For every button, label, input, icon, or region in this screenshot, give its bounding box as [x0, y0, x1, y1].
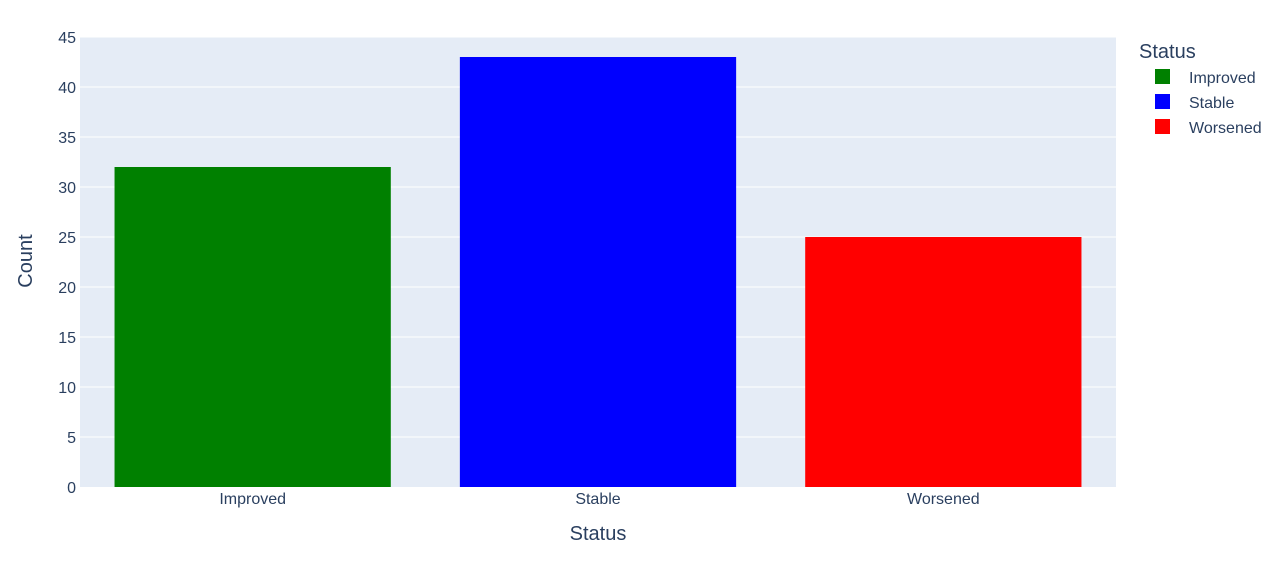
legend-item-label: Improved: [1189, 70, 1256, 87]
legend-swatch: [1155, 94, 1170, 109]
legend-swatch: [1155, 69, 1170, 84]
y-axis-title: Count: [15, 234, 37, 288]
legend-item-label: Worsened: [1189, 120, 1262, 137]
y-tick-label: 40: [58, 80, 76, 97]
legend-swatch: [1155, 119, 1170, 134]
y-tick-label: 5: [67, 430, 76, 447]
y-tick-label: 10: [58, 380, 76, 397]
y-tick-label: 20: [58, 280, 76, 297]
y-tick-label: 15: [58, 330, 76, 347]
legend-item-label: Stable: [1189, 95, 1234, 112]
x-tick-label: Worsened: [907, 491, 980, 508]
y-tick-label: 35: [58, 130, 76, 147]
y-tick-label: 30: [58, 180, 76, 197]
bars: [114, 57, 1082, 487]
y-tick-label: 25: [58, 230, 76, 247]
x-axis-ticks: Improved Stable Worsened: [219, 491, 979, 508]
bar-improved: [114, 167, 391, 487]
legend-title: Status: [1139, 41, 1196, 63]
x-tick-label: Stable: [575, 491, 620, 508]
legend: Status Improved Stable Worsened: [1139, 41, 1262, 137]
y-tick-label: 45: [58, 30, 76, 47]
y-axis-ticks: 0 5 10 15 20 25 30 35 40 45: [58, 30, 76, 497]
y-tick-label: 0: [67, 480, 76, 497]
bar-stable: [459, 57, 737, 487]
bar-worsened: [805, 237, 1082, 487]
x-tick-label: Improved: [219, 491, 286, 508]
x-axis-title: Status: [570, 523, 627, 545]
